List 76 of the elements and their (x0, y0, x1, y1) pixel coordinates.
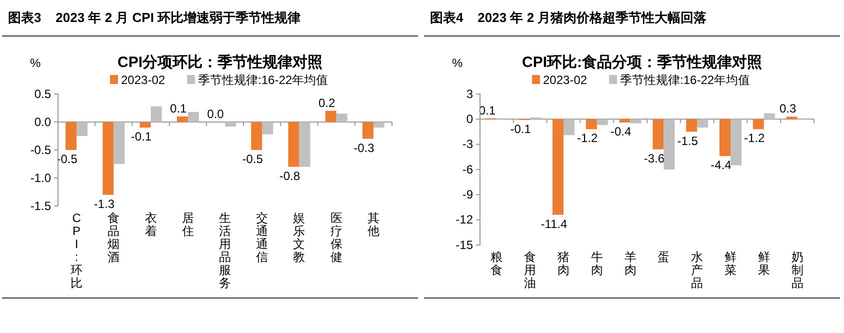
bar (102, 122, 114, 195)
bar (288, 122, 300, 167)
data-label: 0.3 (779, 102, 796, 116)
x-tick-label: 生活用品服务 (219, 211, 231, 290)
chart-title: 图表3 2023 年 2 月 CPI 环比增速弱于季节性规律 (8, 10, 301, 25)
x-tick-label: 鲜果 (758, 250, 770, 277)
bar (299, 122, 310, 167)
chart-subtitle: CPI分项环比：季节性规律对照 (117, 54, 323, 71)
y-tick-label: -1.0 (30, 170, 52, 185)
y-tick-label: 0 (466, 112, 474, 126)
bar (114, 122, 125, 164)
data-label: -0.3 (354, 140, 375, 155)
x-tick-label: 居住 (180, 211, 194, 238)
x-tick-label: 食品烟酒 (108, 211, 120, 264)
x-tick-label: 食用油 (524, 250, 536, 290)
legend-label: 2023-02 (543, 73, 588, 87)
data-label: -0.5 (242, 152, 264, 166)
legend-label: 2023-02 (121, 73, 166, 87)
x-tick-label: 水产品 (691, 250, 704, 290)
bar (66, 122, 77, 150)
y-tick-label: 0.0 (34, 114, 52, 129)
y-tick-label: 3 (466, 86, 474, 101)
x-tick-label: 鲜菜 (724, 250, 736, 277)
x-tick-label: 医疗保健 (330, 211, 342, 264)
bar (373, 122, 384, 128)
data-label: 0.1 (170, 101, 188, 116)
data-label: -1.2 (744, 131, 766, 146)
y-tick-label: 0.5 (34, 86, 52, 101)
chart-title: 图表4 2023 年 2 月猪肉价格超季节性大幅回落 (430, 10, 708, 25)
data-label: -0.1 (130, 130, 152, 144)
bar (188, 112, 199, 122)
data-label: -3.6 (644, 151, 665, 166)
x-tick-label: 其他 (367, 211, 380, 238)
x-tick-label: 衣着 (144, 211, 157, 238)
x-tick-label: 奶制品 (791, 250, 804, 290)
bar (150, 106, 162, 122)
data-label: 0.2 (318, 96, 336, 110)
x-tick-label: 蛋 (658, 250, 670, 264)
x-tick-label: 羊肉 (624, 250, 636, 277)
data-label: -0.1 (510, 122, 532, 136)
y-tick-label: -12 (456, 212, 474, 227)
y-tick-label: -3 (462, 137, 474, 152)
bar (140, 122, 151, 128)
bar (325, 110, 336, 122)
y-tick-label: -15 (456, 238, 474, 252)
data-label: -0.4 (610, 124, 632, 139)
chart-subtitle: CPI环比:食品分项：季节性规律对照 (522, 54, 762, 71)
y-tick-label: -6 (462, 162, 474, 176)
y-tick-label: -0.5 (30, 142, 52, 157)
bar (225, 122, 236, 126)
bar (362, 122, 374, 139)
y-axis-title: % (30, 56, 41, 70)
y-tick-label: -1.5 (30, 198, 52, 213)
bar (176, 116, 188, 122)
bar (262, 122, 274, 134)
bar (76, 122, 88, 136)
data-label: -1.5 (677, 134, 698, 148)
y-axis-title: % (452, 56, 463, 70)
data-label: -1.2 (577, 131, 598, 146)
x-tick-label: CPI:环比 (70, 211, 83, 290)
data-label: 0.0 (207, 107, 224, 121)
bar (251, 122, 262, 150)
legend-label: 季节性规律:16-22年均值 (620, 73, 750, 87)
data-label: -4.4 (710, 158, 732, 172)
data-label: -11.4 (540, 216, 568, 231)
x-tick-label: 交通通信 (256, 211, 268, 264)
data-label: -0.8 (279, 168, 300, 183)
data-label: -0.5 (56, 152, 78, 166)
x-tick-label: 粮食 (490, 250, 503, 277)
bar (336, 114, 348, 122)
legend-label: 季节性规律:16-22年均值 (198, 73, 328, 87)
x-tick-label: 娱乐文教 (293, 211, 306, 264)
data-label: -1.3 (94, 196, 115, 211)
x-tick-label: 牛肉 (590, 250, 603, 277)
y-tick-label: -9 (462, 188, 474, 202)
x-tick-label: 猪肉 (558, 250, 570, 277)
